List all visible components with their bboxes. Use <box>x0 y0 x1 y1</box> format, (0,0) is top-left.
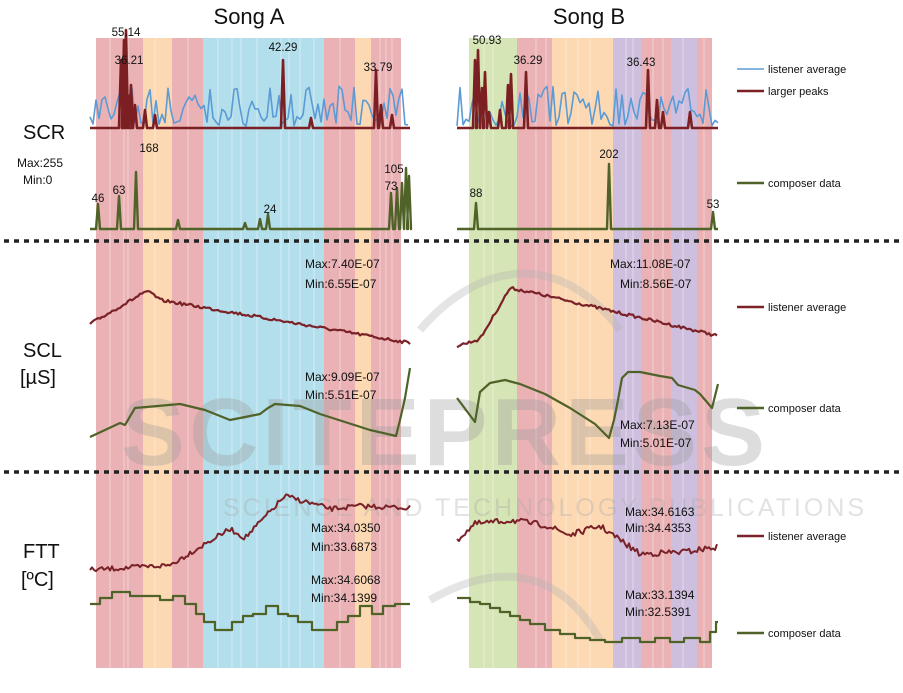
series-layer <box>89 28 764 644</box>
section-band <box>203 38 324 668</box>
legend-label-composer-data-scl: composer data <box>768 403 842 415</box>
section-band <box>143 38 172 668</box>
title-song-a: Song A <box>214 4 285 29</box>
section-band <box>355 38 371 668</box>
watermark-sub: SCIENCE AND TECHNOLOGY PUBLICATIONS <box>223 494 867 522</box>
min-annotation: Min:32.5391 <box>625 605 691 619</box>
peak-label: 63 <box>113 185 126 197</box>
section-band <box>641 38 671 668</box>
peak-label: 33.79 <box>364 62 393 74</box>
section-band <box>96 38 143 668</box>
scr-range-min: Min:0 <box>23 173 53 187</box>
ftt-listener-average-line-song-b <box>456 517 718 558</box>
peak-label: 73 <box>385 181 398 193</box>
row-label-scr: SCR <box>23 122 65 144</box>
scl-listener-average-line-song-a <box>89 290 411 345</box>
max-annotation: Max:34.6068 <box>311 573 381 587</box>
section-band <box>324 38 355 668</box>
max-annotation: Max:7.40E-07 <box>305 257 380 271</box>
scl-composer-data-line-song-b <box>456 370 720 440</box>
row-label-scl: SCL <box>23 340 62 362</box>
scl-composer-data-line-song-a <box>89 367 412 438</box>
peak-label: 53 <box>707 199 720 211</box>
peak-label: 168 <box>139 143 158 155</box>
scr-range-max: Max:255 <box>17 156 63 170</box>
min-annotation: Min:33.6873 <box>311 540 377 554</box>
ftt-composer-data-line-song-a <box>90 590 410 632</box>
ftt-composer-data-line-song-b <box>457 596 718 644</box>
legend-label-listener-average-scr: listener average <box>768 64 846 76</box>
max-annotation: Max:33.1394 <box>625 588 695 602</box>
watermark-swoosh <box>416 269 624 333</box>
watermark-swoosh-lower <box>428 572 604 642</box>
min-annotation: Min:34.4353 <box>625 521 691 535</box>
min-annotation: Min:5.01E-07 <box>620 436 692 450</box>
min-annotation: Min:6.55E-07 <box>305 277 377 291</box>
peak-label: 105 <box>384 164 403 176</box>
peak-label: 46 <box>92 193 105 205</box>
legend-label-composer-data-ftt: composer data <box>768 628 842 640</box>
scr-composer-data-line-song-b <box>457 162 718 231</box>
scr-composer-data-line-song-a <box>90 166 413 231</box>
legend-label-listener-average-scl: listener average <box>768 302 846 314</box>
scr-larger-peaks-line-song-a <box>90 28 410 130</box>
peak-label: 36.21 <box>115 55 144 67</box>
peak-label: 36.43 <box>627 57 656 69</box>
peak-label: 42.29 <box>269 42 298 54</box>
section-bands <box>96 38 712 668</box>
legend-label-composer-data-scr: composer data <box>768 178 842 190</box>
row-label-ftt: FTT <box>23 541 60 563</box>
peak-label: 55.14 <box>112 27 141 39</box>
section-band <box>613 38 641 668</box>
row-label-ftt-unit: [ºC] <box>21 569 54 591</box>
section-band <box>697 38 712 668</box>
peak-label: 36.29 <box>514 55 543 67</box>
max-annotation: Max:34.0350 <box>311 521 381 535</box>
watermark: SCITEPRESS SCIENCE AND TECHNOLOGY PUBLIC… <box>121 269 867 642</box>
section-band <box>172 38 203 668</box>
scr-larger-peaks-line-song-b <box>457 48 718 130</box>
peak-label: 202 <box>599 149 618 161</box>
section-band <box>552 38 613 668</box>
peak-label: 88 <box>470 188 483 200</box>
row-label-scl-unit: [µS] <box>20 367 56 389</box>
peak-label: 50.93 <box>473 35 502 47</box>
peak-label: 24 <box>264 204 277 216</box>
min-annotation: Min:5.51E-07 <box>305 388 377 402</box>
ftt-listener-average-line-song-a <box>89 493 411 573</box>
section-band <box>517 38 552 668</box>
watermark-main: SCITEPRESS <box>121 379 769 486</box>
scl-listener-average-line-song-b <box>456 286 718 349</box>
max-annotation: Max:11.08E-07 <box>610 257 691 271</box>
min-annotation: Min:34.1399 <box>311 591 377 605</box>
text-labels: Song A Song B SCR Max:255 Min:0 SCL [µS] FTT [ºC… <box>17 4 846 640</box>
legend-label-larger-peaks: larger peaks <box>768 86 829 98</box>
section-band <box>671 38 697 668</box>
legend-label-listener-average-ftt: listener average <box>768 531 846 543</box>
max-annotation: Max:7.13E-07 <box>620 418 695 432</box>
max-annotation: Max:34.6163 <box>625 505 695 519</box>
min-annotation: Min:8.56E-07 <box>620 277 692 291</box>
max-annotation: Max:9.09E-07 <box>305 370 380 384</box>
title-song-b: Song B <box>553 4 625 29</box>
